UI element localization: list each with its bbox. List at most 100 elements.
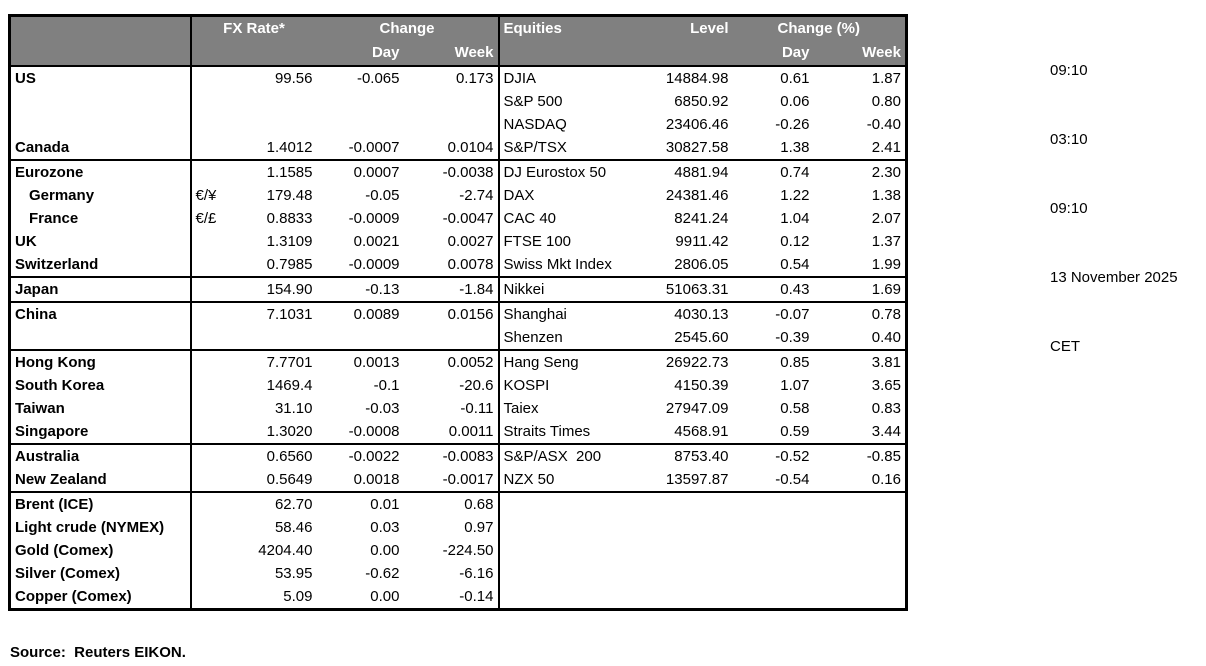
fx-pair-cell xyxy=(191,113,221,136)
equity-day-cell xyxy=(733,539,814,562)
equity-name-cell: DJ Eurostox 50 xyxy=(503,164,607,181)
market-data-table: FX Rate* Change Equities Level Change (%… xyxy=(8,14,908,611)
fx-day-cell: 0.0013 xyxy=(353,354,400,371)
equity-level-cell: 4150.39 xyxy=(674,377,729,394)
fx-rate-cell: 99.56 xyxy=(274,70,313,87)
equity-level-cell: 30827.58 xyxy=(641,136,733,161)
equity-level-cell: 6850.92 xyxy=(674,93,729,110)
fx-label-cell: Silver (Comex) xyxy=(9,562,192,585)
equity-day-cell: -0.52 xyxy=(775,448,810,465)
fx-rate-cell: 0.8833 xyxy=(266,210,313,227)
fx-week-cell xyxy=(403,90,500,113)
equity-level-cell: 51063.31 xyxy=(641,277,733,303)
equity-name-cell xyxy=(499,516,642,539)
equity-week-cell: 1.99 xyxy=(813,253,907,278)
equity-day-cell: -0.07 xyxy=(775,306,810,323)
fx-label-cell xyxy=(9,113,192,136)
fx-week-cell: -0.11 xyxy=(403,397,500,420)
equity-level-cell: 13597.87 xyxy=(641,468,733,493)
fx-pair-cell xyxy=(191,562,221,585)
fx-week-cell: 0.0011 xyxy=(403,420,500,445)
equity-week-cell: -0.40 xyxy=(866,116,901,133)
fx-rate-cell xyxy=(220,326,317,351)
equity-week-cell: 0.83 xyxy=(871,400,901,417)
table-row: Switzerland 0.7985 -0.0009 0.0078 Swiss Mkt … xyxy=(9,253,907,278)
fx-rate-cell: 0.5649 xyxy=(220,468,317,493)
equity-week-cell: 1.87 xyxy=(871,70,901,87)
fx-day-cell: -0.0007 xyxy=(316,136,404,161)
fx-label-cell: Switzerland xyxy=(9,253,192,278)
fx-week-cell: 0.0104 xyxy=(403,136,500,161)
equity-day-cell: 0.06 xyxy=(780,93,810,110)
equity-name-cell: CAC 40 xyxy=(503,210,557,227)
fx-label-cell: Taiwan xyxy=(9,397,192,420)
header-blank xyxy=(9,41,192,67)
fx-week-cell: 0.0078 xyxy=(403,253,500,278)
equity-week-cell: 0.40 xyxy=(813,326,907,351)
fx-week-cell: -0.0038 xyxy=(403,160,500,184)
equity-week-cell: 1.38 xyxy=(871,187,901,204)
fx-label-cell: New Zealand xyxy=(9,468,192,493)
fx-day-cell: 0.0007 xyxy=(353,164,400,181)
fx-day-cell: 0.01 xyxy=(370,496,400,513)
fx-rate-cell: 62.70 xyxy=(274,496,313,513)
header-blank xyxy=(641,41,733,67)
fx-label-cell: UK xyxy=(9,230,192,253)
equity-day-cell: 0.43 xyxy=(732,277,814,303)
fx-label-cell xyxy=(9,326,192,351)
header-change-pct: Change (%) xyxy=(732,15,907,41)
fx-pair-cell xyxy=(191,302,221,326)
fx-pair-cell: €/¥ xyxy=(195,187,217,204)
fx-rate-cell: 1.3020 xyxy=(220,420,317,445)
fx-day-cell: -0.05 xyxy=(365,187,400,204)
header-fx-day: Day xyxy=(316,41,404,67)
fx-week-cell: -0.0083 xyxy=(403,444,500,468)
fx-rate-cell: 179.48 xyxy=(266,187,313,204)
equity-name-cell: S&P/TSX xyxy=(498,136,642,161)
fx-week-cell: 0.0052 xyxy=(403,350,500,374)
equity-week-cell: 0.16 xyxy=(813,468,907,493)
fx-label-cell: Germany xyxy=(9,184,192,207)
header-equities: Equities xyxy=(498,15,642,41)
equity-level-cell: 9911.42 xyxy=(675,233,729,250)
table-row: S&P 500 6850.92 0.06 0.80 xyxy=(9,90,907,113)
header-eq-day: Day xyxy=(732,41,814,67)
timestamp-line: 03:10 xyxy=(1050,131,1088,148)
equity-week-cell xyxy=(814,539,907,562)
fx-week-cell: -6.16 xyxy=(403,562,500,585)
equity-level-cell: 27947.09 xyxy=(665,400,729,417)
table-row: Germany €/¥ 179.48 -0.05 -2.74 DAX 24381.46 1.2… xyxy=(9,184,907,207)
fx-label-cell: Light crude (NYMEX) xyxy=(9,516,192,539)
table-row: Light crude (NYMEX) 58.46 0.03 0.97 xyxy=(9,516,907,539)
header-blank-corner xyxy=(9,15,192,41)
equity-level-cell: 26922.73 xyxy=(665,354,729,371)
date-line: 13 November 2025 xyxy=(1050,269,1178,286)
fx-week-cell: -20.6 xyxy=(403,374,500,397)
equity-level-cell: 2806.05 xyxy=(641,253,733,278)
fx-day-cell xyxy=(317,113,404,136)
fx-pair-cell xyxy=(191,444,221,468)
equity-day-cell: 0.74 xyxy=(780,164,810,181)
fx-label-cell: Australia xyxy=(9,444,192,468)
fx-pair-cell xyxy=(190,468,221,493)
fx-rate-cell xyxy=(221,113,317,136)
fx-week-cell: 0.97 xyxy=(403,516,500,539)
fx-day-cell: -0.62 xyxy=(365,565,400,582)
equity-level-cell: 24381.46 xyxy=(665,187,729,204)
table-row: Japan 154.90 -0.13 -1.84 Nikkei 51063.31 0.43 1… xyxy=(9,277,907,303)
fx-pair-cell xyxy=(191,350,221,374)
equity-day-cell: 0.61 xyxy=(780,70,810,87)
fx-day-cell: 0.0089 xyxy=(353,306,400,323)
table-header: FX Rate* Change Equities Level Change (%… xyxy=(9,15,907,67)
fx-pair-cell xyxy=(191,66,221,90)
header-fx-rate: FX Rate* xyxy=(190,15,317,41)
fx-label-cell: China xyxy=(9,302,192,326)
equity-day-cell: 0.12 xyxy=(780,233,810,250)
source-note: Source: Reuters EIKON. xyxy=(10,644,186,661)
equity-name-cell: Hang Seng xyxy=(503,354,579,371)
equity-name-cell: Taiex xyxy=(503,400,539,417)
equity-day-cell: 1.07 xyxy=(780,377,810,394)
header-level: Level xyxy=(641,15,733,41)
equity-week-cell: 1.69 xyxy=(813,277,907,303)
equity-name-cell: Shanghai xyxy=(503,306,567,323)
